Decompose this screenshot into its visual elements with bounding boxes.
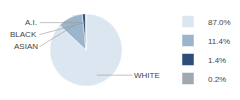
svg-text:0.2%: 0.2% [208, 75, 226, 84]
svg-text:1.4%: 1.4% [208, 56, 226, 65]
svg-text:WHITE: WHITE [134, 71, 160, 80]
svg-text:A.I.: A.I. [25, 18, 37, 27]
svg-text:ASIAN: ASIAN [14, 42, 38, 51]
svg-text:11.4%: 11.4% [208, 37, 230, 46]
svg-text:BLACK: BLACK [10, 30, 37, 39]
svg-text:87.0%: 87.0% [208, 18, 231, 27]
